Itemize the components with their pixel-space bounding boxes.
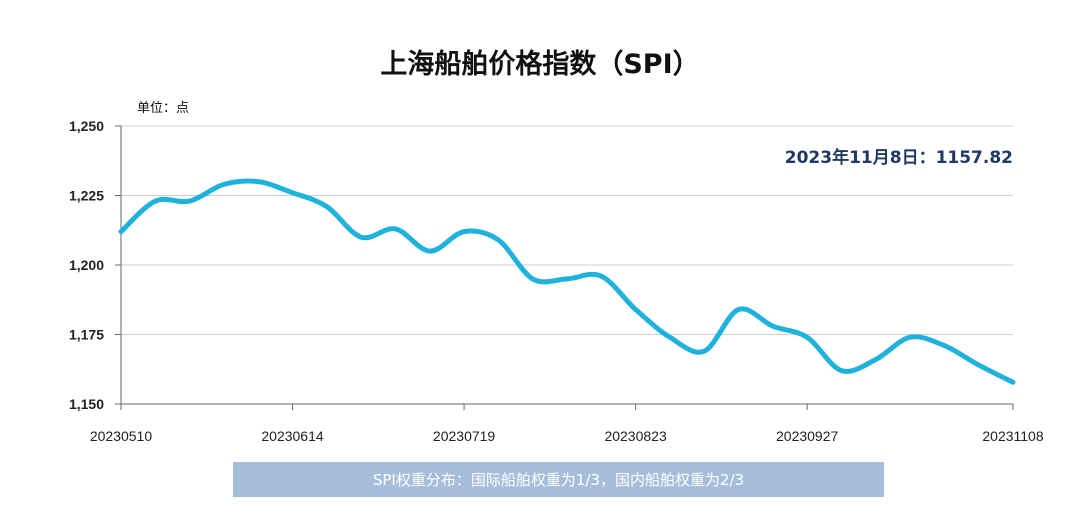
y-tick-label: 1,225 (69, 188, 104, 204)
latest-value-annotation: 2023年11月8日：1157.82 (785, 147, 1013, 168)
y-tick-label: 1,175 (69, 327, 104, 343)
spi-series-line (118, 178, 1016, 385)
x-tick-label: 20230823 (604, 428, 667, 444)
chart-title: 上海船舶价格指数（SPI） (380, 48, 699, 80)
y-tick-label: 1,200 (69, 257, 104, 273)
y-tick-label: 1,250 (69, 118, 104, 134)
x-tick-label: 20230614 (261, 428, 324, 444)
series-layer (118, 178, 1016, 385)
unit-label: 单位：点 (137, 101, 189, 116)
grid-layer (115, 125, 1013, 405)
x-tick-label: 20230510 (90, 428, 153, 444)
x-tick-label: 20230719 (433, 428, 496, 444)
y-axis-ticks: 1,150 1,175 1,200 1,225 1,250 (69, 118, 104, 412)
x-axis-ticks: 20230510 20230614 20230719 20230823 20230927… (90, 404, 1044, 444)
weight-note-text: SPI权重分布：国际船舶权重为1/3，国内船舶权重为2/3 (372, 471, 745, 489)
weight-note-banner: SPI权重分布：国际船舶权重为1/3，国内船舶权重为2/3 (233, 462, 884, 497)
y-tick-label: 1,150 (69, 396, 104, 412)
x-tick-label: 20230927 (776, 428, 839, 444)
x-tick-label: 20231108 (982, 428, 1043, 444)
